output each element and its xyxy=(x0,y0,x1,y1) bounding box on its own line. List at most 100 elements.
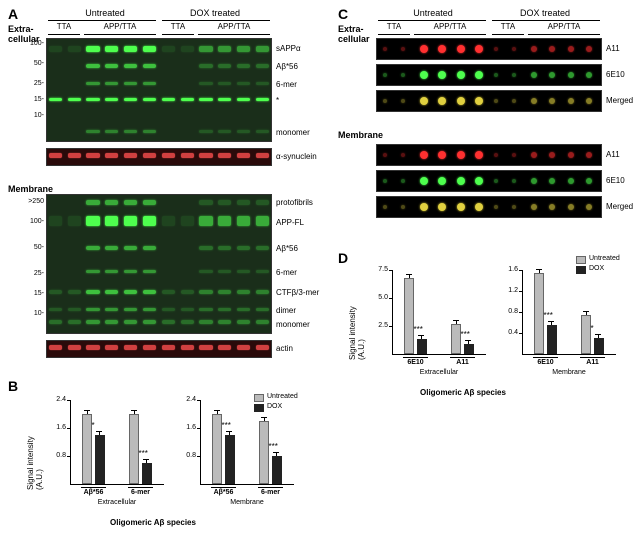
sig-label: *** xyxy=(222,421,231,430)
chart-title: Membrane xyxy=(200,499,294,506)
blot-band xyxy=(105,320,118,324)
blot-band xyxy=(199,130,212,133)
loading-band xyxy=(49,153,62,158)
c-geno-line xyxy=(414,34,486,35)
errcap xyxy=(226,431,232,432)
x-axis xyxy=(522,354,616,355)
label-proto: protofibrils xyxy=(276,198,313,207)
tick-label: 1.6 xyxy=(176,424,196,431)
blot-band xyxy=(105,270,118,273)
sig-label: *** xyxy=(269,442,278,451)
blot-band xyxy=(143,64,156,68)
label-appfl: APP-FL xyxy=(276,218,304,227)
blot-band xyxy=(237,270,250,273)
loading-band xyxy=(256,153,269,158)
blot-band xyxy=(199,200,212,205)
chart-title: Membrane xyxy=(522,369,616,376)
blot-band xyxy=(237,308,250,311)
bar-dox xyxy=(225,435,235,484)
blot-band xyxy=(124,246,137,250)
y-axis xyxy=(70,400,71,484)
blot-band xyxy=(237,320,250,324)
panel-d-label: D xyxy=(338,250,348,266)
tick xyxy=(519,270,522,271)
blot-band xyxy=(199,246,212,250)
chart-title: Extracellular xyxy=(70,499,164,506)
geno-line xyxy=(162,34,194,35)
c-hdr-line xyxy=(492,20,600,21)
legend-box xyxy=(254,404,264,412)
blot-band xyxy=(143,82,156,85)
blot-band xyxy=(237,246,250,250)
blot-band xyxy=(218,200,231,205)
dot-row-label: A11 xyxy=(606,44,620,53)
dot xyxy=(383,179,387,183)
blot-band xyxy=(86,130,99,133)
blot-band xyxy=(256,64,269,68)
blot-band xyxy=(218,82,231,85)
blot-band xyxy=(86,270,99,273)
blot-band xyxy=(199,270,212,273)
c-geno-line xyxy=(492,34,524,35)
tick-label: 0.8 xyxy=(176,452,196,459)
blot-band xyxy=(86,246,99,250)
bar-dox xyxy=(95,435,105,484)
blot-band xyxy=(105,46,118,52)
hdr-dox: DOX treated xyxy=(180,8,250,18)
bar-dox xyxy=(464,344,474,354)
label-monomer: monomer xyxy=(276,128,310,137)
geno-tta: TTA xyxy=(48,22,80,31)
bar-dox xyxy=(594,338,604,354)
mw: 25- xyxy=(28,80,44,87)
blot-band xyxy=(256,130,269,133)
label-6mer: 6-mer xyxy=(276,80,297,89)
dot-row-label: Merged xyxy=(606,96,633,105)
blot-band xyxy=(86,308,99,311)
blot-band xyxy=(143,308,156,311)
mw: 15- xyxy=(28,96,44,103)
blot-band xyxy=(124,46,137,52)
tick xyxy=(67,456,70,457)
blot-band xyxy=(256,82,269,85)
c-geno: TTA xyxy=(378,22,410,31)
blot-band xyxy=(256,290,269,294)
label-actin: actin xyxy=(276,344,293,353)
tick-label: 5.0 xyxy=(368,294,388,301)
errcap xyxy=(406,274,412,275)
loading-band xyxy=(124,345,137,350)
blot-band xyxy=(143,216,156,226)
loading-band xyxy=(181,153,194,158)
blot-band xyxy=(68,216,81,226)
blot-band xyxy=(162,308,175,311)
y-axis xyxy=(522,270,523,354)
errcap xyxy=(465,340,471,341)
dot xyxy=(494,73,498,77)
loading-band xyxy=(124,153,137,158)
blot-band xyxy=(181,216,194,226)
blot-band xyxy=(199,308,212,311)
mw: 100- xyxy=(26,218,44,225)
dot xyxy=(383,153,387,157)
errcap xyxy=(214,410,220,411)
blot-band xyxy=(162,320,175,324)
errcap xyxy=(595,334,601,335)
group-label: 6E10 xyxy=(526,359,566,366)
blot-band xyxy=(86,200,99,205)
blot-band xyxy=(49,308,62,311)
errcap xyxy=(273,452,279,453)
blot-band xyxy=(256,270,269,273)
blot-band xyxy=(124,130,137,133)
sig-label: *** xyxy=(544,311,553,320)
loading-band xyxy=(181,345,194,350)
blot-band xyxy=(237,98,250,101)
blot-band xyxy=(237,290,250,294)
tick-label: 2.4 xyxy=(46,396,66,403)
blot-band xyxy=(256,200,269,205)
blot-band xyxy=(124,290,137,294)
blot-band xyxy=(105,98,118,101)
x-axis xyxy=(392,354,486,355)
blot-band xyxy=(86,320,99,324)
blot-band xyxy=(237,200,250,205)
c-hdr-untreated: Untreated xyxy=(398,8,468,18)
c-ec-label: Extra- cellular xyxy=(338,24,370,44)
